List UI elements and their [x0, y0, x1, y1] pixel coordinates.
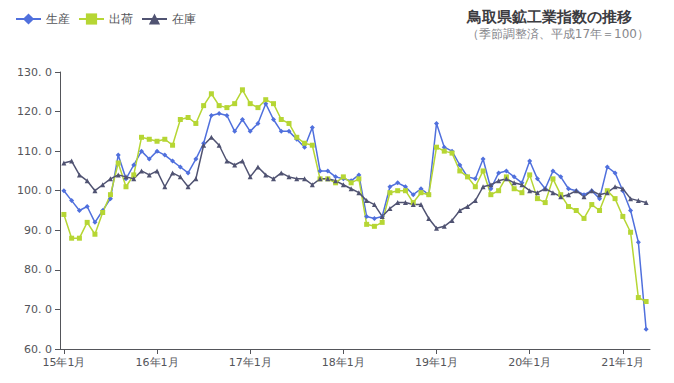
svg-text:21年1月: 21年1月	[601, 356, 644, 369]
svg-text:130. 0: 130. 0	[17, 66, 52, 79]
svg-text:20年1月: 20年1月	[508, 356, 551, 369]
svg-text:80. 0: 80. 0	[24, 263, 52, 276]
svg-text:出荷: 出荷	[109, 12, 133, 26]
svg-text:16年1月: 16年1月	[136, 356, 179, 369]
svg-text:120. 0: 120. 0	[17, 105, 52, 118]
svg-text:60. 0: 60. 0	[24, 343, 52, 356]
svg-text:17年1月: 17年1月	[229, 356, 272, 369]
svg-text:生産: 生産	[46, 12, 70, 26]
svg-text:鳥取県鉱工業指数の推移: 鳥取県鉱工業指数の推移	[466, 8, 632, 26]
svg-text:18年1月: 18年1月	[322, 356, 365, 369]
svg-text:100. 0: 100. 0	[17, 184, 52, 197]
svg-text:15年1月: 15年1月	[42, 356, 85, 369]
svg-text:19年1月: 19年1月	[415, 356, 458, 369]
svg-text:110. 0: 110. 0	[17, 145, 52, 158]
svg-text:（季節調整済、平成17年＝100）: （季節調整済、平成17年＝100）	[467, 27, 649, 41]
svg-text:90. 0: 90. 0	[24, 224, 52, 237]
svg-text:70. 0: 70. 0	[24, 303, 52, 316]
svg-text:在庫: 在庫	[172, 12, 196, 26]
